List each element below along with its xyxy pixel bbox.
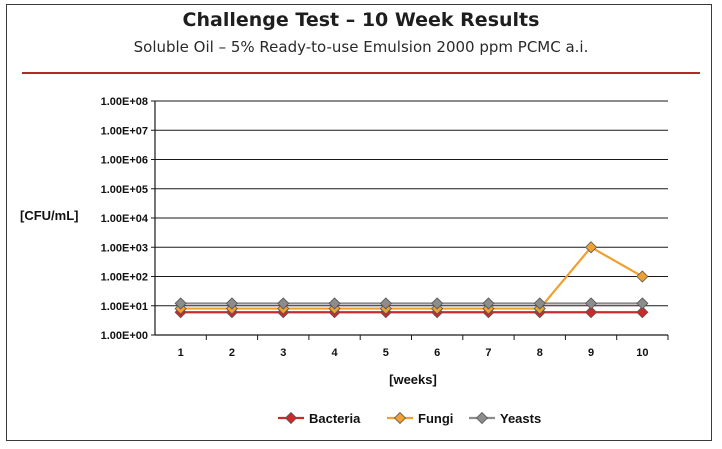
y-tick-label: 1.00E+02 xyxy=(101,272,148,284)
data-point xyxy=(431,297,444,310)
series-yeasts xyxy=(174,297,649,310)
y-tick-label: 1.00E+04 xyxy=(101,213,149,225)
data-point xyxy=(277,297,290,310)
chart-title: Challenge Test – 10 Week Results xyxy=(182,9,540,31)
x-tick-label: 2 xyxy=(229,347,235,359)
y-tick-label: 1.00E+00 xyxy=(101,330,148,342)
legend-label: Fungi xyxy=(418,411,453,426)
grid-lines xyxy=(151,100,668,336)
data-point xyxy=(584,306,598,319)
data-point xyxy=(636,306,649,319)
legend: Bacteria Fungi Yeasts xyxy=(278,411,541,426)
data-point xyxy=(174,297,187,310)
x-tick-label: 5 xyxy=(383,347,389,359)
legend-label: Bacteria xyxy=(309,411,361,426)
y-tick-labels: 1.00E+00 1.00E+01 1.00E+02 1.00E+03 1.00E+04… xyxy=(101,96,149,342)
x-tick-label: 8 xyxy=(537,347,543,359)
legend-label: Yeasts xyxy=(500,411,541,426)
data-point xyxy=(636,297,649,310)
legend-item-bacteria: Bacteria xyxy=(278,411,361,426)
y-tick-label: 1.00E+03 xyxy=(101,242,148,254)
y-axis-label: [CFU/mL] xyxy=(20,208,79,223)
chart-frame xyxy=(6,4,712,441)
y-tick-label: 1.00E+01 xyxy=(101,301,148,313)
data-point xyxy=(379,297,392,310)
data-point xyxy=(584,297,598,310)
y-tick-label: 1.00E+05 xyxy=(101,184,148,196)
title-divider xyxy=(22,72,700,74)
x-tick-label: 10 xyxy=(636,347,648,359)
legend-item-yeasts: Yeasts xyxy=(469,411,541,426)
x-tick-label: 4 xyxy=(331,347,338,359)
legend-item-fungi: Fungi xyxy=(387,411,453,426)
y-tick-label: 1.00E+08 xyxy=(101,96,148,108)
y-tick-label: 1.00E+06 xyxy=(101,155,148,167)
data-point xyxy=(584,241,598,254)
data-point xyxy=(482,297,495,310)
data-point xyxy=(636,270,649,283)
legend-swatch-marker xyxy=(393,411,407,425)
x-axis-label: [weeks] xyxy=(389,372,437,387)
legend-swatch-marker xyxy=(475,411,489,425)
data-point xyxy=(533,297,546,310)
legend-swatch-marker xyxy=(284,411,298,425)
x-tick-label: 7 xyxy=(485,347,491,359)
x-tick-label: 3 xyxy=(280,347,286,359)
x-tick-label: 1 xyxy=(178,347,184,359)
x-tick-label: 6 xyxy=(434,347,440,359)
x-tick-labels: 1 2 3 4 5 6 7 8 9 10 xyxy=(178,335,669,359)
series-line xyxy=(180,245,643,310)
chart-subtitle: Soluble Oil – 5% Ready-to-use Emulsion 2… xyxy=(133,38,589,56)
series-group xyxy=(174,241,649,319)
data-point xyxy=(225,297,239,310)
x-tick-label: 9 xyxy=(588,347,594,359)
y-tick-label: 1.00E+07 xyxy=(101,125,148,137)
data-point xyxy=(328,297,341,310)
